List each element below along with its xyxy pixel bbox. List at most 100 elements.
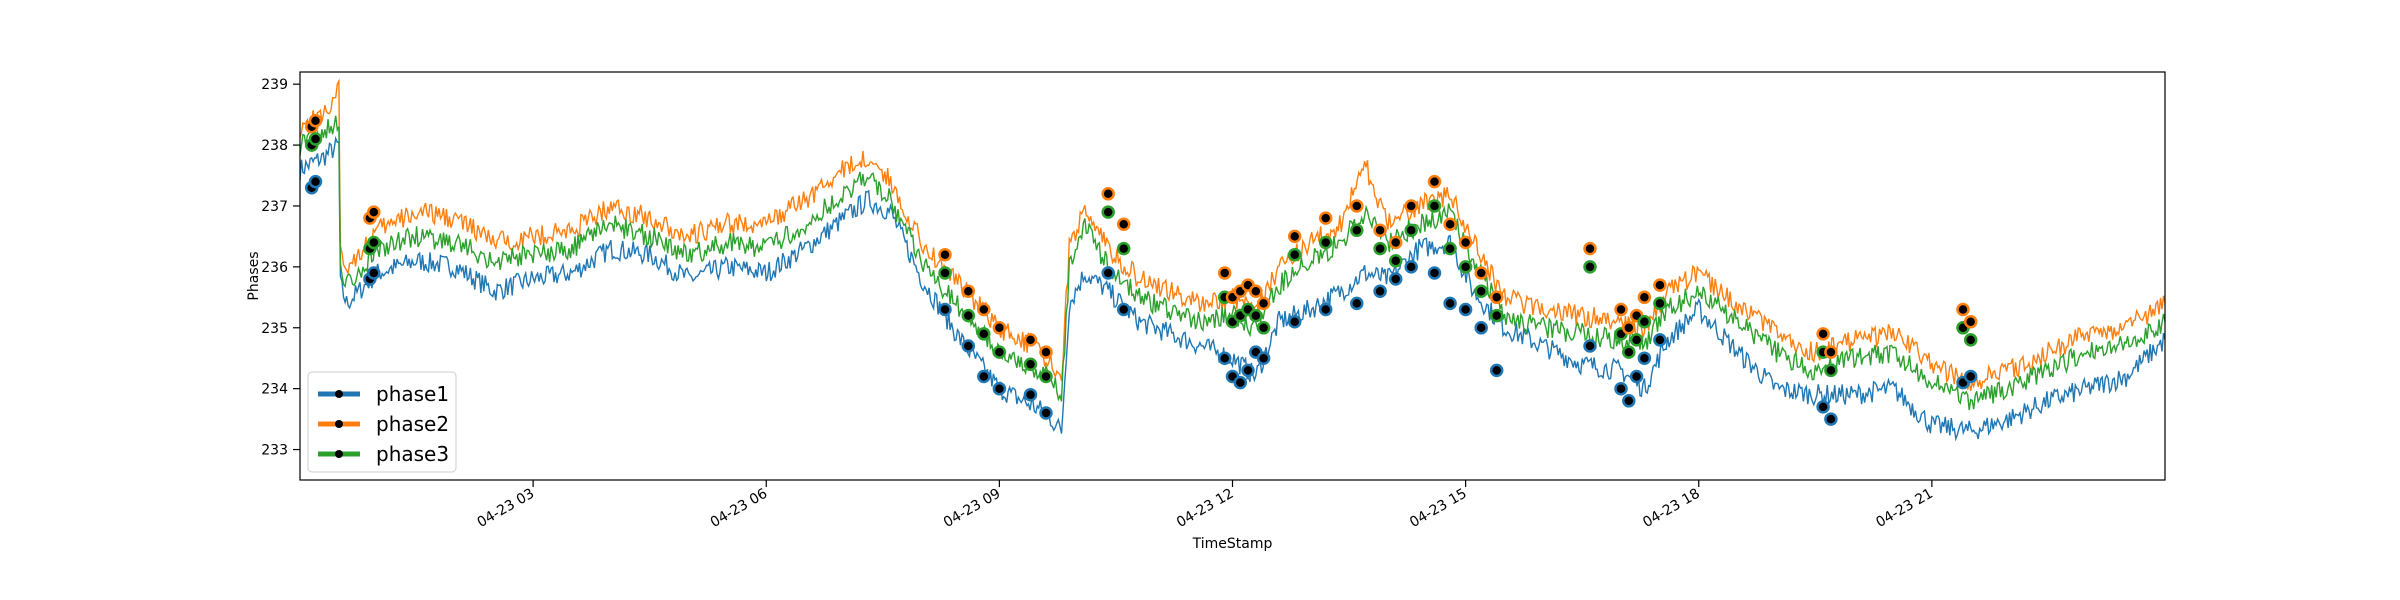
marker-phase1 xyxy=(1039,406,1053,420)
marker-phase3 xyxy=(1489,308,1504,323)
marker-phase3 xyxy=(961,308,976,323)
marker-phase3 xyxy=(1474,284,1488,298)
marker-layer xyxy=(304,113,1978,426)
marker-phase3 xyxy=(1039,369,1053,384)
x-axis: 04-23 03 04-23 06 04-23 09 04-23 12 04-23 15… xyxy=(475,480,1936,531)
y-tick-label: 239 xyxy=(261,77,288,93)
marker-phase2 xyxy=(1287,229,1302,244)
marker-phase3 xyxy=(1583,260,1597,274)
marker-phase2 xyxy=(1653,278,1667,292)
marker-phase1 xyxy=(961,339,976,353)
marker-phase1 xyxy=(1427,266,1442,280)
marker-phase2 xyxy=(1318,211,1333,225)
marker-phase3 xyxy=(1256,321,1271,335)
x-tick-label: 04-23 09 xyxy=(941,486,1004,531)
marker-phase3 xyxy=(1824,363,1838,378)
marker-phase1 xyxy=(1233,375,1248,390)
marker-phase1 xyxy=(1458,302,1473,317)
marker-phase1 xyxy=(1217,351,1232,365)
marker-phase1 xyxy=(938,302,952,317)
marker-phase1 xyxy=(1824,412,1838,426)
marker-phase1 xyxy=(1350,296,1364,311)
marker-phase2 xyxy=(1249,284,1263,298)
marker-phase1 xyxy=(308,174,323,189)
marker-phase3 xyxy=(1427,199,1442,213)
y-axis-label: Phases xyxy=(246,251,262,300)
marker-phase2 xyxy=(1474,266,1488,280)
marker-phase3 xyxy=(1458,260,1473,274)
x-tick-label: 04-23 12 xyxy=(1174,486,1237,531)
marker-phase2 xyxy=(1373,223,1387,238)
marker-phase2 xyxy=(1622,321,1636,335)
marker-phase3 xyxy=(1388,254,1403,268)
y-tick-label: 236 xyxy=(261,260,288,276)
marker-phase2 xyxy=(1256,296,1271,311)
legend-label-phase2: phase2 xyxy=(376,412,449,436)
y-tick-label: 235 xyxy=(261,321,288,337)
marker-phase2 xyxy=(1963,314,1978,329)
marker-phase2 xyxy=(938,247,952,262)
marker-phase1 xyxy=(1629,369,1644,384)
marker-phase2 xyxy=(1489,290,1504,305)
marker-phase2 xyxy=(977,302,991,317)
marker-phase2 xyxy=(1039,345,1053,359)
marker-phase3 xyxy=(1404,223,1418,238)
marker-phase1 xyxy=(1474,321,1488,335)
marker-phase3 xyxy=(1023,357,1038,372)
marker-phase1 xyxy=(1816,400,1830,414)
marker-phase1 xyxy=(1637,351,1652,365)
legend: phase1 phase2 phase3 xyxy=(307,371,457,473)
y-tick-label: 237 xyxy=(261,199,288,215)
x-tick-label: 04-23 06 xyxy=(708,486,771,531)
y-axis: 233 234 235 236 237 238 239 xyxy=(261,77,300,459)
marker-phase2 xyxy=(992,321,1007,335)
marker-phase1 xyxy=(1287,314,1302,329)
marker-phase2 xyxy=(1427,174,1442,189)
series-line-phase2 xyxy=(299,78,2166,392)
marker-phase2 xyxy=(1101,187,1115,201)
marker-phase2 xyxy=(1388,235,1403,250)
x-tick-label: 04-23 21 xyxy=(1873,486,1936,531)
marker-phase3 xyxy=(1963,333,1978,347)
marker-phase1 xyxy=(1023,387,1038,402)
marker-phase1 xyxy=(1116,302,1131,317)
marker-phase1 xyxy=(1373,284,1387,298)
marker-phase1 xyxy=(992,381,1007,396)
legend-label-phase1: phase1 xyxy=(376,382,449,406)
y-tick-label: 238 xyxy=(261,138,288,154)
marker-phase2 xyxy=(308,113,323,128)
marker-phase2 xyxy=(1956,302,1970,317)
marker-phase1 xyxy=(1489,363,1504,378)
marker-phase3 xyxy=(1101,205,1115,219)
marker-phase1 xyxy=(1101,266,1115,280)
marker-phase3 xyxy=(1373,241,1387,256)
marker-phase1 xyxy=(1963,369,1978,384)
marker-phase1 xyxy=(1404,260,1418,274)
marker-phase2 xyxy=(1583,241,1597,256)
x-tick-label: 04-23 03 xyxy=(475,486,538,531)
marker-phase2 xyxy=(367,205,381,219)
marker-phase3 xyxy=(1350,223,1364,238)
series-line-phase1 xyxy=(299,135,2166,442)
marker-phase1 xyxy=(1443,296,1457,311)
legend-label-phase3: phase3 xyxy=(376,442,449,466)
marker-phase1 xyxy=(1653,333,1667,347)
marker-phase1 xyxy=(1622,394,1636,408)
marker-phase1 xyxy=(1614,381,1628,396)
marker-phase2 xyxy=(1614,302,1628,317)
marker-phase2 xyxy=(1458,235,1473,250)
marker-phase3 xyxy=(1637,314,1652,329)
marker-phase2 xyxy=(1443,217,1457,231)
marker-phase2 xyxy=(1816,327,1830,341)
marker-phase1 xyxy=(1583,339,1597,353)
marker-phase1 xyxy=(977,369,991,384)
legend-marker-phase1 xyxy=(335,390,343,398)
marker-phase2 xyxy=(1824,345,1838,359)
marker-phase3 xyxy=(1318,235,1333,250)
marker-phase1 xyxy=(1256,351,1271,365)
marker-phase3 xyxy=(977,327,991,341)
marker-phase1 xyxy=(1241,363,1255,378)
marker-phase1 xyxy=(1388,272,1403,286)
marker-phase2 xyxy=(961,284,976,298)
